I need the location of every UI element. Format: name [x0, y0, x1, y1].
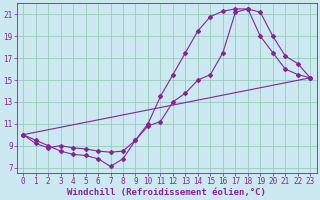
X-axis label: Windchill (Refroidissement éolien,°C): Windchill (Refroidissement éolien,°C)	[67, 188, 266, 197]
